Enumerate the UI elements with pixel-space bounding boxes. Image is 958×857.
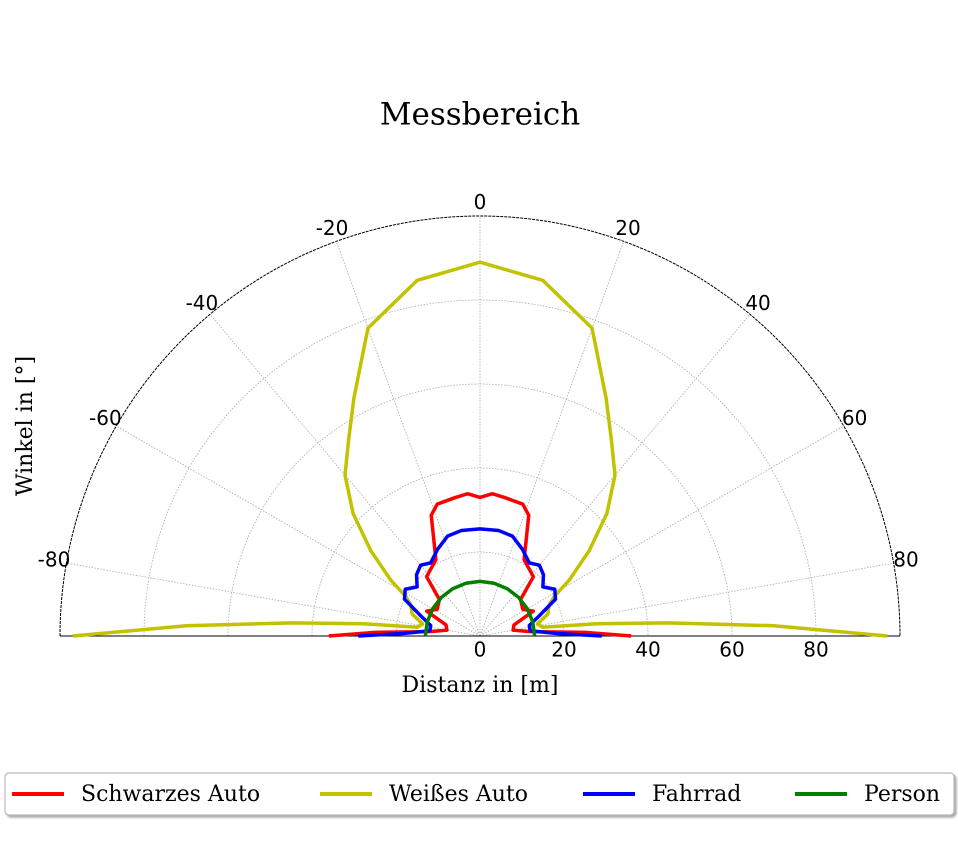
grid-line <box>66 562 481 637</box>
r-tick-label: 60 <box>719 638 744 662</box>
legend-label: Weißes Auto <box>389 782 528 807</box>
r-tick-label: 0 <box>474 638 487 662</box>
series-line <box>358 527 602 638</box>
legend-label: Person <box>864 782 940 807</box>
grid-line <box>479 241 625 637</box>
grid-line <box>116 425 481 637</box>
grid-line <box>479 425 844 637</box>
y-axis-label: Winkel in [°] <box>13 356 38 496</box>
grid-line <box>479 562 894 637</box>
theta-tick-label: 60 <box>842 406 867 430</box>
x-axis-label: Distanz in [m] <box>402 673 559 698</box>
legend-label: Schwarzes Auto <box>81 782 260 807</box>
theta-tick-label: -40 <box>186 291 219 315</box>
r-tick-label: 80 <box>803 638 828 662</box>
theta-tick-label: 40 <box>745 291 770 315</box>
legend: Schwarzes Auto Weißes Auto Fahrrad Person <box>12 782 940 807</box>
chart-title: Messbereich <box>380 97 581 133</box>
r-tick-label: 40 <box>635 638 660 662</box>
grid-arc <box>143 299 817 637</box>
theta-tick-label: 80 <box>893 547 918 571</box>
r-tick-label: 20 <box>551 638 576 662</box>
grid-line <box>335 241 481 637</box>
theta-tick-label: 0 <box>474 190 487 214</box>
grid-arc <box>311 467 649 637</box>
series-line <box>72 260 888 638</box>
theta-tick-label: -20 <box>316 216 349 240</box>
theta-tick-label: 20 <box>615 216 640 240</box>
series-line <box>328 491 632 638</box>
series-line <box>423 579 537 637</box>
legend-label: Fahrrad <box>652 782 741 807</box>
theta-tick-label: -60 <box>89 406 122 430</box>
legend-box <box>4 772 955 816</box>
theta-tick-label: -80 <box>38 547 71 571</box>
